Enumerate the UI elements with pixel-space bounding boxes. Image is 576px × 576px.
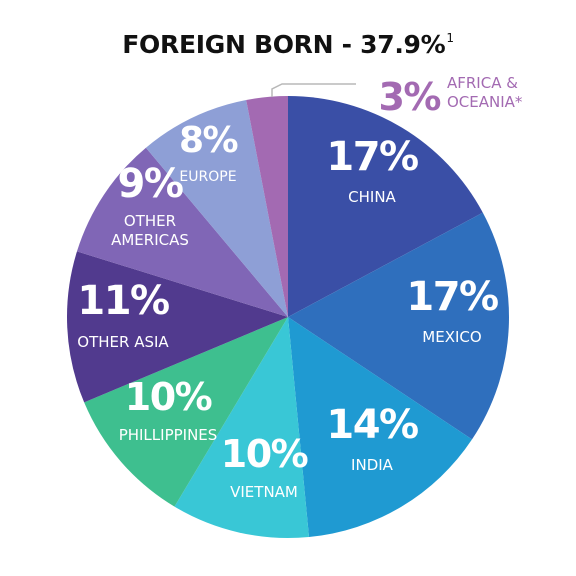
data-label-value-europe: 8% xyxy=(179,120,238,161)
pie-slice-vietnam xyxy=(174,317,310,538)
pie-slices xyxy=(67,96,510,538)
data-label-value-africa-oceania: 3% xyxy=(378,75,440,119)
data-label-value-china: 17% xyxy=(326,134,418,180)
pie-labels: 17%CHINA17%MEXICO14%INDIA10%VIETNAM10%PH… xyxy=(77,74,523,501)
data-label-name-india: INDIA xyxy=(351,456,394,474)
pie-slice-europe xyxy=(145,99,288,318)
pie-slice-other-asia xyxy=(67,251,288,403)
data-label-value-phillippines: 10% xyxy=(125,375,212,419)
data-label-name-europe: EUROPE xyxy=(179,169,236,185)
africa-oceania-leader-line xyxy=(271,83,356,97)
pie-slice-india xyxy=(288,317,472,537)
title-text: FOREIGN BORN - 37.9% xyxy=(122,30,446,59)
data-label-name-vietnam: VIETNAM xyxy=(230,483,298,501)
pie-slice-china xyxy=(288,96,483,317)
data-label-value-mexico: 17% xyxy=(406,274,498,320)
data-label-name-mexico: MEXICO xyxy=(422,328,481,346)
data-label-name-china: CHINA xyxy=(348,188,396,206)
data-label-value-other-asia: 11% xyxy=(77,278,169,324)
pie-slice-mexico xyxy=(288,212,510,440)
data-label-value-india: 14% xyxy=(326,402,418,448)
pie-slice-other-americas xyxy=(76,147,288,317)
data-label-value-other-americas: 9% xyxy=(118,161,183,207)
pie-slice-africa-oceania xyxy=(246,96,288,317)
data-label-name-africa-oceania: AFRICA & OCEANIA* xyxy=(447,74,523,111)
data-label-name-phillippines: PHILLIPPINES xyxy=(119,426,218,444)
data-label-name-other-americas: OTHER AMERICAS xyxy=(111,212,189,249)
data-label-name-other-asia: OTHER ASIA xyxy=(77,333,169,351)
pie-slice-phillippines xyxy=(84,317,288,507)
title-footnote: 1 xyxy=(446,31,454,45)
chart-title: FOREIGN BORN - 37.9%1 xyxy=(0,30,576,59)
data-label-value-vietnam: 10% xyxy=(221,432,308,476)
